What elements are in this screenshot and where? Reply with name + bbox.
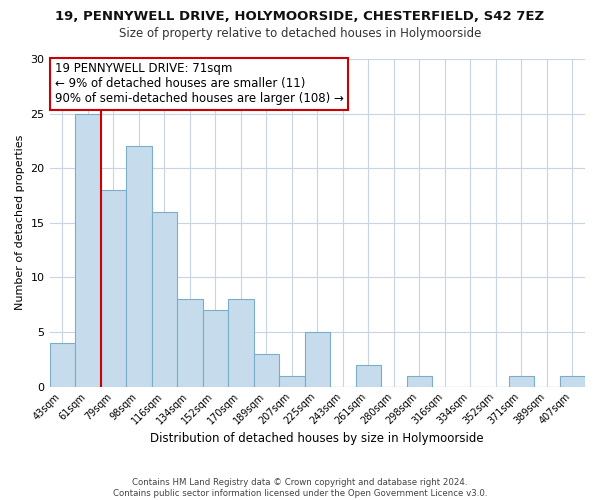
Y-axis label: Number of detached properties: Number of detached properties	[15, 135, 25, 310]
Bar	[305, 332, 330, 386]
Text: Contains HM Land Registry data © Crown copyright and database right 2024.
Contai: Contains HM Land Registry data © Crown c…	[113, 478, 487, 498]
Bar	[407, 376, 432, 386]
Bar	[177, 299, 203, 386]
Bar	[126, 146, 152, 386]
Text: 19 PENNYWELL DRIVE: 71sqm
← 9% of detached houses are smaller (11)
90% of semi-d: 19 PENNYWELL DRIVE: 71sqm ← 9% of detach…	[55, 62, 344, 106]
Bar	[50, 343, 75, 386]
Text: 19, PENNYWELL DRIVE, HOLYMOORSIDE, CHESTERFIELD, S42 7EZ: 19, PENNYWELL DRIVE, HOLYMOORSIDE, CHEST…	[55, 10, 545, 23]
X-axis label: Distribution of detached houses by size in Holymoorside: Distribution of detached houses by size …	[151, 432, 484, 445]
Bar	[254, 354, 279, 386]
Bar	[279, 376, 305, 386]
Bar	[152, 212, 177, 386]
Bar	[101, 190, 126, 386]
Text: Size of property relative to detached houses in Holymoorside: Size of property relative to detached ho…	[119, 28, 481, 40]
Bar	[203, 310, 228, 386]
Bar	[560, 376, 585, 386]
Bar	[228, 299, 254, 386]
Bar	[509, 376, 534, 386]
Bar	[75, 114, 101, 386]
Bar	[356, 364, 381, 386]
